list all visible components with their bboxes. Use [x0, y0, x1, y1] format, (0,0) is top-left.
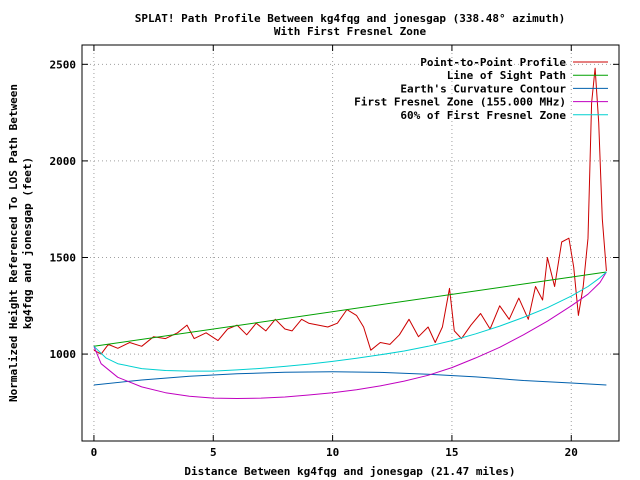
x-tick-label: 15: [445, 446, 458, 459]
legend-label: Earth's Curvature Contour: [400, 82, 566, 95]
series-line-line-of-sight-path: [93, 271, 607, 347]
y-tick-label: 1000: [50, 348, 77, 361]
legend-label: 60% of First Fresnel Zone: [400, 109, 566, 122]
y-tick-label: 1500: [50, 251, 77, 264]
chart-title: SPLAT! Path Profile Between kg4fqg and j…: [135, 12, 565, 25]
legend-label: Line of Sight Path: [447, 69, 566, 82]
x-tick-label: 5: [210, 446, 217, 459]
legend-label: Point-to-Point Profile: [420, 56, 566, 69]
y-tick-label: 2000: [50, 155, 77, 168]
series-line-60-of-first-fresnel-zone: [93, 271, 607, 372]
series-line-point-to-point-profile: [93, 67, 607, 355]
series-line-earth-s-curvature-contour: [93, 371, 607, 386]
plot-border: [81, 44, 620, 442]
x-tick-label: 0: [91, 446, 98, 459]
x-axis-label: Distance Between kg4fqg and jonesgap (21…: [184, 465, 515, 478]
series-line-first-fresnel-zone-155-000-mhz: [93, 271, 607, 399]
series-group: [93, 67, 607, 399]
y-axis-label-line1: Normalized Height Referenced To LOS Path…: [7, 84, 20, 402]
x-tick-label: 20: [565, 446, 578, 459]
x-tick-label: 10: [326, 446, 339, 459]
y-tick-label: 2500: [50, 58, 77, 71]
x-axis: 0 5 10 15 20: [91, 45, 578, 459]
y-axis: 1000 1500 2000 2500: [50, 58, 619, 361]
y-axis-label-line2: kg4fqg and jonesgap (feet): [21, 157, 34, 329]
grid: [82, 45, 619, 441]
legend-label: First Fresnel Zone (155.000 MHz): [354, 96, 566, 109]
chart-subtitle: With First Fresnel Zone: [274, 25, 427, 38]
